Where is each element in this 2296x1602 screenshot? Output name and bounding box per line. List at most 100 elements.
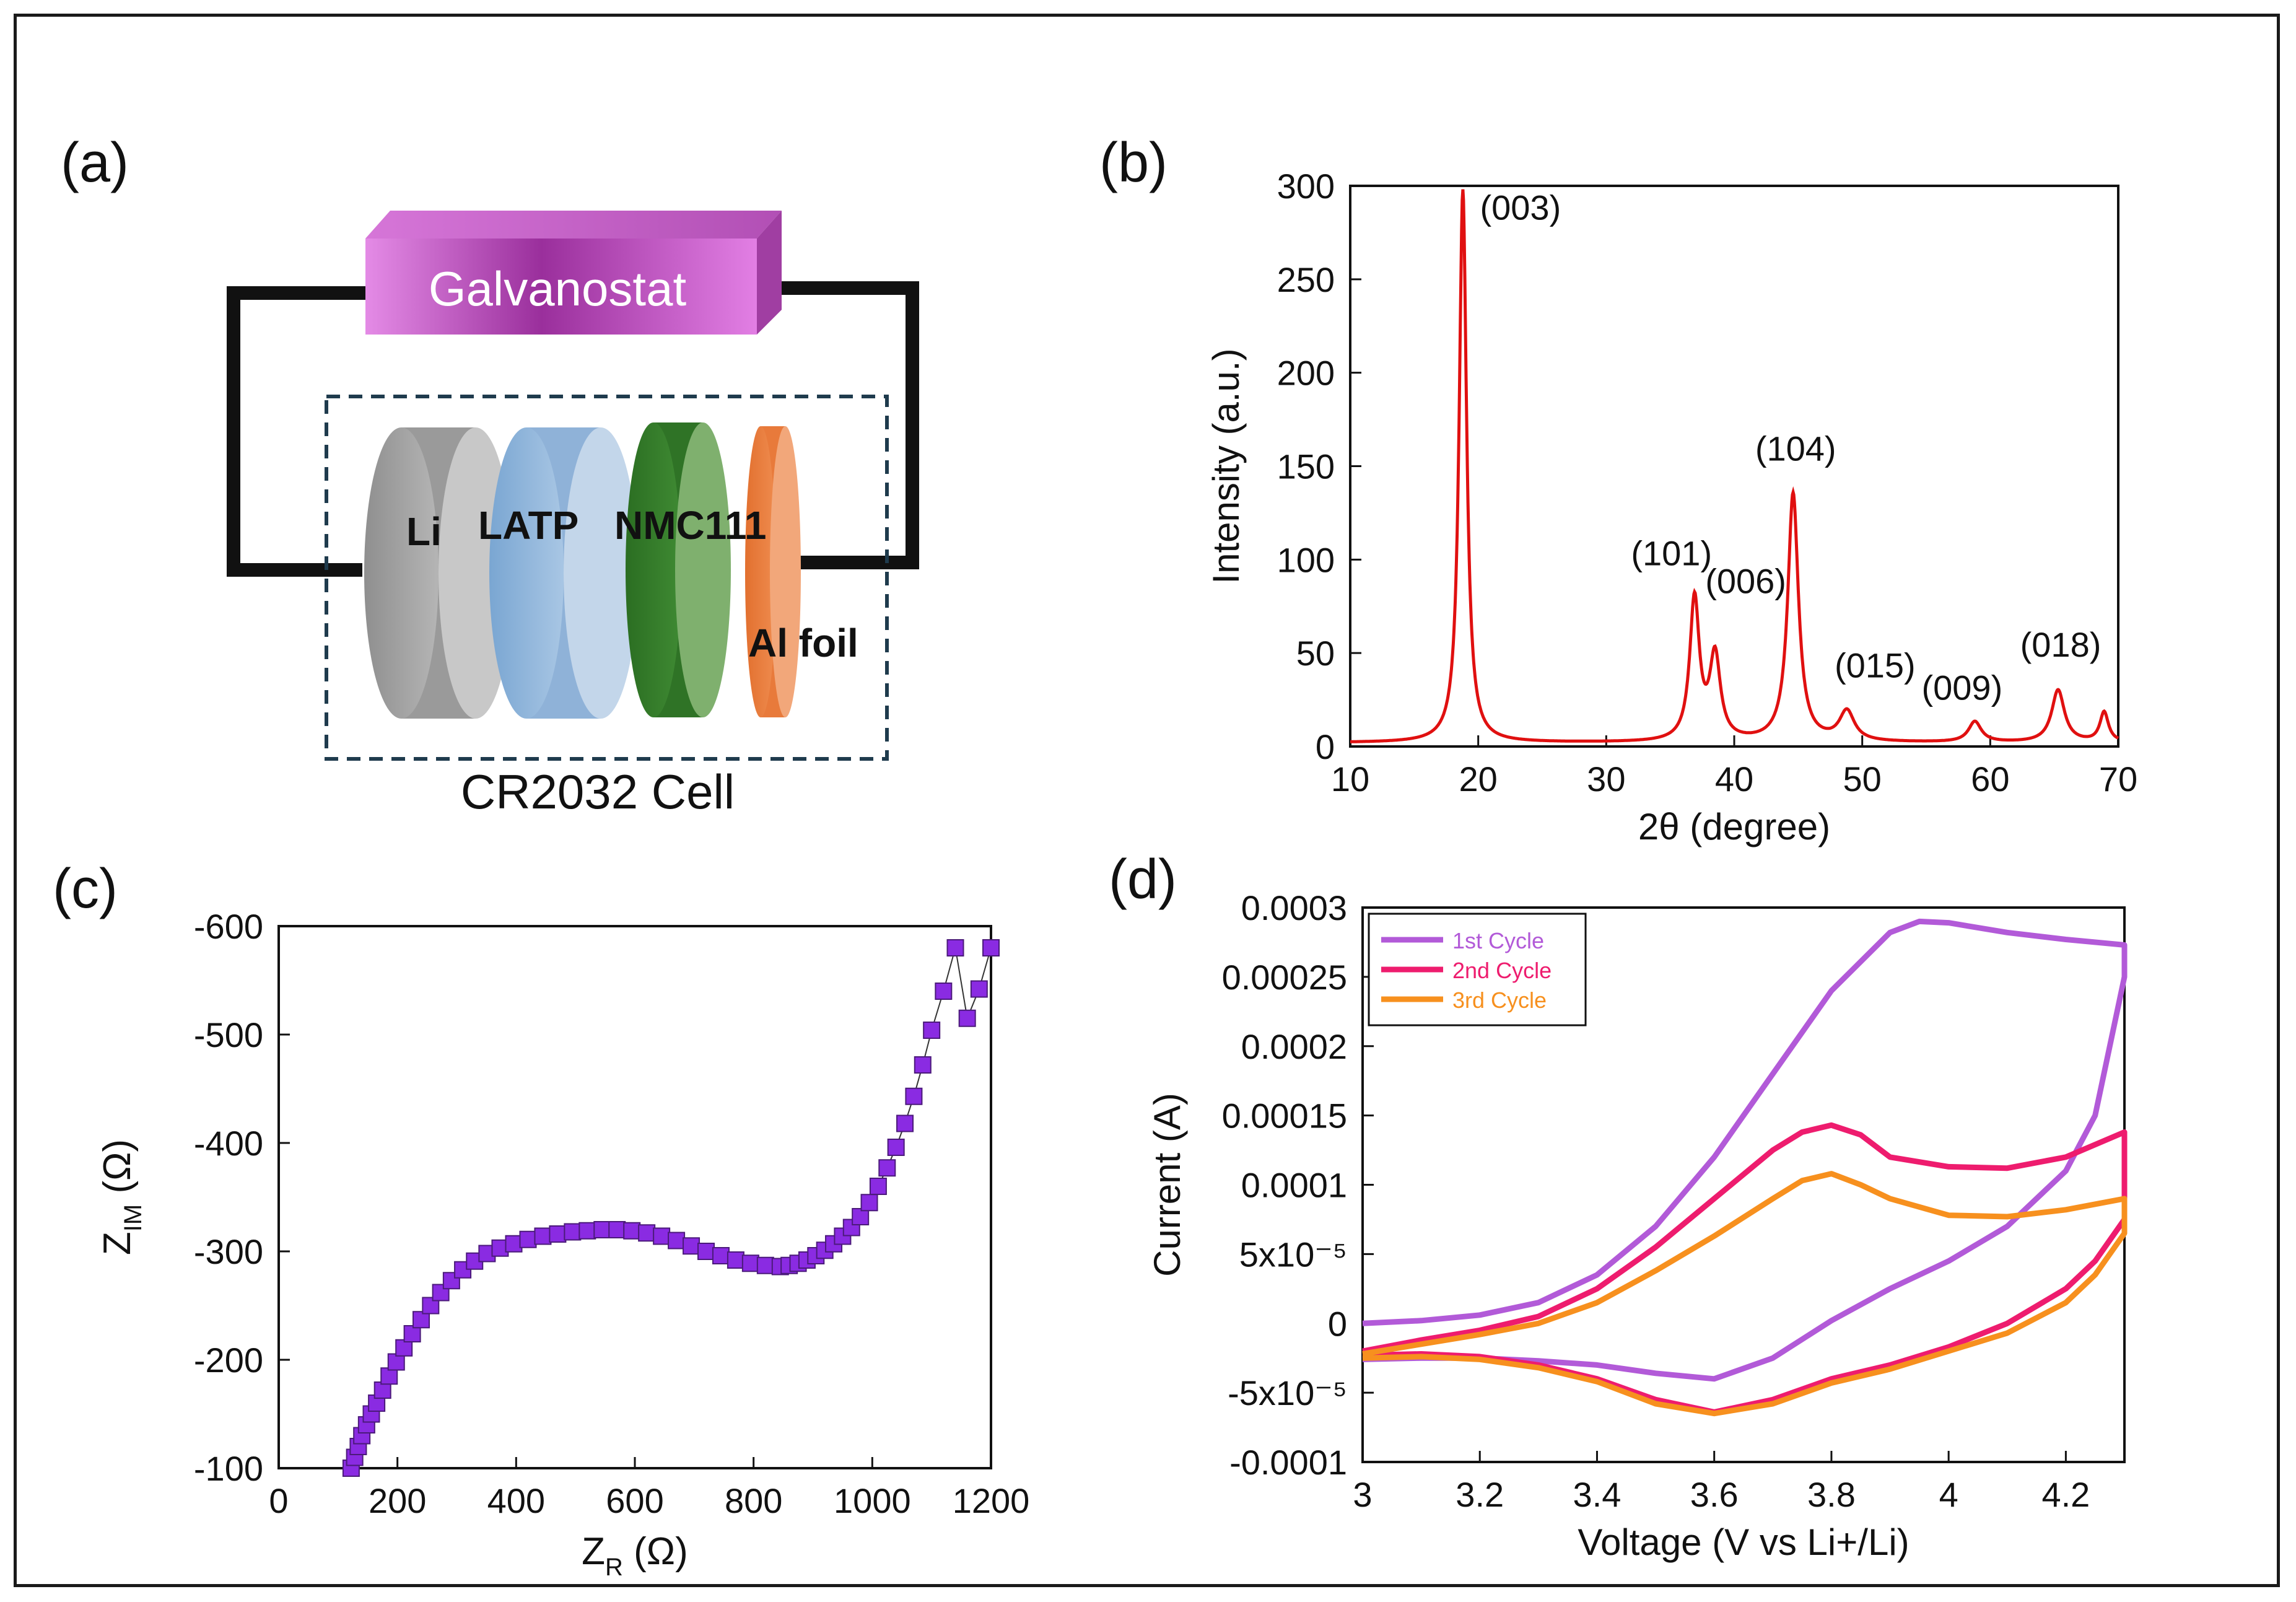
xrd-y-tick-label: 150: [1277, 447, 1335, 486]
xrd-y-tick-label: 250: [1277, 260, 1335, 299]
cv-legend-label: 1st Cycle: [1452, 928, 1544, 953]
eis-data-point: [683, 1237, 701, 1255]
eis-data-point: [741, 1254, 759, 1272]
cv-y-axis-label: Current (A): [1146, 1093, 1188, 1277]
eis-data-point: [970, 980, 988, 998]
xrd-peak-label: (003): [1480, 188, 1561, 227]
cv-y-tick-label: 0.00025: [1222, 958, 1347, 997]
xrd-peak-label: (009): [1921, 668, 2002, 707]
cv-chart: 3 3.2 3.4 3.6 3.8 4 4.2 0.0003 0.00025 0.0002 0.00…: [1146, 888, 2128, 1563]
eis-data-point: [878, 1159, 896, 1177]
eis-x-tick-label: 1000: [834, 1481, 911, 1520]
panel-label-c: (c): [53, 858, 118, 920]
cell-label: CR2032 Cell: [461, 764, 735, 819]
layer-label-latp: LATP: [478, 503, 578, 548]
eis-x-tick-label: 400: [487, 1481, 545, 1520]
xrd-x-tick-label: 40: [1715, 759, 1753, 799]
cv-y-tick-label: -0.0001: [1229, 1443, 1347, 1482]
panel-label-d: (d): [1109, 849, 1177, 911]
eis-data-point: [608, 1221, 626, 1238]
eis-data-point: [534, 1227, 552, 1245]
cv-y-tick-label: 0.0002: [1241, 1027, 1347, 1066]
cv-x-tick-label: 3.4: [1573, 1475, 1622, 1514]
al-foil-disc: [745, 426, 801, 717]
eis-data-point: [373, 1381, 391, 1399]
xrd-pattern-line: [1350, 189, 2119, 743]
xrd-peak-label: (104): [1755, 429, 1836, 468]
cv-legend-label: 3rd Cycle: [1452, 987, 1547, 1013]
layer-label-al-foil: Al foil: [748, 621, 858, 665]
eis-x-tick-label: 1200: [953, 1481, 1030, 1520]
xrd-y-tick-label: 0: [1316, 727, 1335, 766]
xrd-peak-label: (018): [2020, 625, 2102, 664]
xrd-peak-label: (015): [1835, 646, 1916, 685]
eis-chart: 0 200 400 600 800 1000 1200 -100 -200 -300 -400 -50…: [96, 907, 1029, 1581]
eis-data-point: [935, 983, 953, 1000]
eis-data-point: [869, 1178, 887, 1195]
cv-series-line-1: [1362, 918, 2128, 1382]
eis-x-axis-subscript: R: [605, 1554, 623, 1581]
layer-label-li: Li: [406, 509, 442, 554]
eis-data-point: [653, 1227, 671, 1245]
eis-data-point: [623, 1222, 641, 1240]
eis-data-point: [712, 1247, 730, 1264]
eis-data-point: [668, 1232, 686, 1250]
cv-x-tick-label: 3: [1353, 1475, 1372, 1514]
xrd-x-tick-label: 20: [1459, 759, 1498, 799]
xrd-y-tick-label: 100: [1277, 540, 1335, 579]
eis-data-point: [387, 1353, 405, 1371]
eis-y-tick-label: -300: [194, 1232, 263, 1271]
eis-data-point: [638, 1224, 656, 1242]
cell-boundary: [325, 395, 889, 761]
eis-y-tick-label: -400: [194, 1124, 263, 1163]
xrd-x-axis-label: 2θ (degree): [1638, 806, 1830, 847]
eis-data-point: [982, 939, 1000, 956]
eis-data-point: [914, 1056, 932, 1074]
eis-data-point: [756, 1256, 774, 1274]
eis-data-point: [727, 1251, 744, 1269]
cv-x-tick-label: 3.8: [1807, 1475, 1856, 1514]
eis-x-axis-unit: (Ω): [623, 1530, 688, 1573]
xrd-peak-label: (006): [1705, 562, 1786, 601]
galvanostat-label: Galvanostat: [429, 261, 687, 316]
eis-data-point: [958, 1009, 976, 1027]
xrd-x-tick-label: 30: [1587, 759, 1625, 799]
xrd-x-tick-label: 70: [2099, 759, 2137, 799]
galvanostat-box: Galvanostat: [365, 211, 782, 335]
cv-x-tick-label: 3.6: [1690, 1475, 1739, 1514]
xrd-y-tick-label: 300: [1277, 167, 1335, 206]
eis-x-tick-label: 600: [606, 1481, 663, 1520]
xrd-peak-label: (101): [1631, 533, 1712, 572]
cv-y-tick-label: -5x10⁻⁵: [1228, 1373, 1347, 1412]
eis-y-axis-symbol: Z: [96, 1232, 139, 1255]
cv-x-tick-label: 3.2: [1456, 1475, 1504, 1514]
circuit-wire-left: [227, 286, 365, 577]
eis-data-point: [519, 1230, 537, 1248]
cv-x-axis-label: Voltage (V vs Li+/Li): [1578, 1521, 1909, 1563]
eis-x-tick-label: 0: [269, 1481, 288, 1520]
eis-data-point: [578, 1222, 596, 1240]
panel-label-a: (a): [61, 132, 129, 194]
eis-data-point: [946, 939, 964, 956]
xrd-y-tick-label: 200: [1277, 354, 1335, 393]
panel-label-b: (b): [1099, 132, 1168, 194]
eis-x-axis-label: ZR (Ω): [582, 1530, 688, 1581]
eis-y-axis-subscript: IM: [120, 1204, 147, 1232]
xrd-y-tick-label: 50: [1296, 634, 1335, 673]
eis-y-axis-label: ZIM (Ω): [96, 1139, 147, 1255]
eis-data-point: [905, 1087, 923, 1105]
eis-x-tick-label: 200: [369, 1481, 426, 1520]
cv-y-tick-label: 0: [1328, 1304, 1347, 1343]
eis-data-point: [923, 1022, 941, 1039]
cv-y-tick-label: 0.0001: [1241, 1166, 1347, 1205]
eis-data-point: [403, 1325, 421, 1342]
eis-data-point: [852, 1208, 870, 1225]
eis-data-point: [593, 1221, 611, 1238]
cv-x-tick-label: 4: [1939, 1475, 1958, 1514]
eis-data-point: [896, 1114, 914, 1132]
xrd-chart: 10 20 30 40 50 60 70 0 50 100 150 200 250 300 (003) (10…: [1205, 167, 2137, 847]
xrd-x-tick-label: 10: [1331, 759, 1369, 799]
figure-border: [14, 14, 2280, 1587]
cv-y-tick-label: 5x10⁻⁵: [1239, 1235, 1347, 1274]
